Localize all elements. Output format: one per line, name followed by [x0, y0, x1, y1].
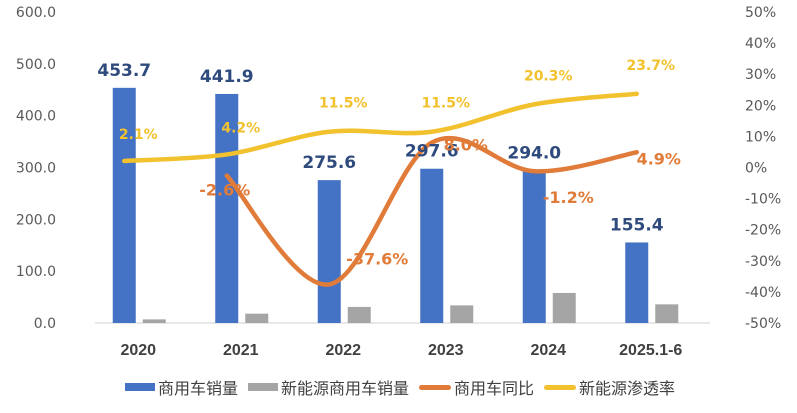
- right-tick-label: 0%: [745, 161, 767, 177]
- category-labels: 2020 2021 2022 2023 2024 2025.1-6: [120, 342, 682, 359]
- bar-value-label: 453.7: [97, 61, 151, 81]
- right-tick-label: 30%: [745, 67, 776, 83]
- left-tick-label: 300.0: [16, 161, 56, 177]
- category-label: 2022: [325, 342, 361, 359]
- line-yoy: [224, 135, 639, 287]
- yoy-value-label: 4.9%: [637, 149, 681, 168]
- penetration-value-label: 11.5%: [319, 96, 368, 112]
- left-axis: 0.0 100.0 200.0 300.0 400.0 500.0 600.0: [16, 5, 56, 332]
- right-tick-label: -20%: [745, 223, 781, 239]
- bar-value-label: 297.6: [405, 142, 459, 162]
- left-tick-label: 500.0: [16, 57, 56, 73]
- legend-item-nev-sales[interactable]: 新能源商用车销量: [247, 375, 409, 399]
- bar-value-label: 155.4: [610, 215, 664, 235]
- legend-swatch-yellow: [544, 384, 577, 390]
- category-label: 2025.1-6: [619, 342, 682, 359]
- category-label: 2023: [428, 342, 464, 359]
- bar-sales: [420, 168, 444, 323]
- bar-value-label: 294.0: [507, 144, 561, 164]
- category-label: 2020: [120, 342, 156, 359]
- legend-item-yoy[interactable]: 商用车同比: [419, 375, 534, 399]
- line-penetration: [122, 91, 639, 164]
- bar-sales: [215, 93, 239, 323]
- legend-label: 商用车同比: [454, 379, 535, 398]
- penetration-value-label: 2.1%: [119, 127, 158, 143]
- bars: [112, 87, 679, 323]
- left-tick-label: 200.0: [16, 212, 56, 228]
- legend-swatch-blue: [124, 383, 155, 391]
- right-tick-label: -10%: [745, 192, 781, 208]
- penetration-value-label: 23.7%: [626, 58, 675, 74]
- yoy-value-label: -2.6%: [199, 181, 250, 200]
- bar-nev-sales: [245, 313, 269, 323]
- legend-label: 商用车销量: [157, 379, 238, 398]
- right-tick-label: 20%: [745, 98, 776, 114]
- chart: 0.0 100.0 200.0 300.0 400.0 500.0 600.0 -50% -4…: [16, 5, 781, 359]
- right-axis: -50% -40% -30% -20% -10% 0% 10% 20% 30% 40% 50%: [745, 5, 781, 332]
- right-tick-label: -50%: [745, 316, 781, 332]
- bar-sales: [112, 87, 136, 323]
- left-tick-label: 600.0: [16, 5, 56, 21]
- bar-nev-sales: [142, 319, 166, 323]
- category-label: 2021: [223, 342, 259, 359]
- bar-value-label: 275.6: [302, 153, 356, 173]
- bar-sales: [317, 180, 341, 323]
- bar-nev-sales: [347, 306, 371, 323]
- legend-label: 新能源商用车销量: [280, 379, 409, 398]
- right-tick-label: 40%: [745, 36, 776, 52]
- bar-nev-sales: [552, 292, 576, 323]
- penetration-value-label: 4.2%: [221, 120, 260, 136]
- bar-nev-sales: [655, 304, 679, 323]
- bar-value-label: 441.9: [200, 67, 254, 87]
- left-tick-label: 100.0: [16, 264, 56, 280]
- yoy-value-label: 8.0%: [444, 136, 488, 155]
- left-tick-label: 0.0: [34, 316, 56, 332]
- yoy-value-label: -37.6%: [346, 249, 408, 268]
- lines: [122, 91, 639, 287]
- right-tick-label: -40%: [745, 285, 781, 301]
- right-tick-label: 50%: [745, 5, 776, 21]
- legend-swatch-gray: [247, 383, 278, 391]
- bar-nev-sales: [450, 305, 474, 323]
- legend-label: 新能源渗透率: [579, 379, 676, 398]
- category-label: 2024: [530, 342, 566, 359]
- right-tick-label: 10%: [745, 129, 776, 145]
- bar-sales: [522, 170, 546, 323]
- right-tick-label: -30%: [745, 254, 781, 270]
- legend: 商用车销量 新能源商用车销量 商用车同比 新能源渗透率: [30, 372, 770, 402]
- penetration-value-label: 11.5%: [421, 96, 470, 112]
- data-labels: 453.7 441.9 275.6 297.6 294.0 155.4 -2.6% -37.6…: [97, 58, 681, 269]
- legend-swatch-orange: [419, 384, 451, 390]
- penetration-value-label: 20.3%: [524, 68, 573, 84]
- legend-item-sales[interactable]: 商用车销量: [124, 375, 238, 399]
- legend-item-penetration[interactable]: 新能源渗透率: [544, 375, 675, 399]
- bar-sales: [625, 242, 649, 323]
- yoy-value-label: -1.2%: [543, 188, 594, 207]
- left-tick-label: 400.0: [16, 109, 56, 125]
